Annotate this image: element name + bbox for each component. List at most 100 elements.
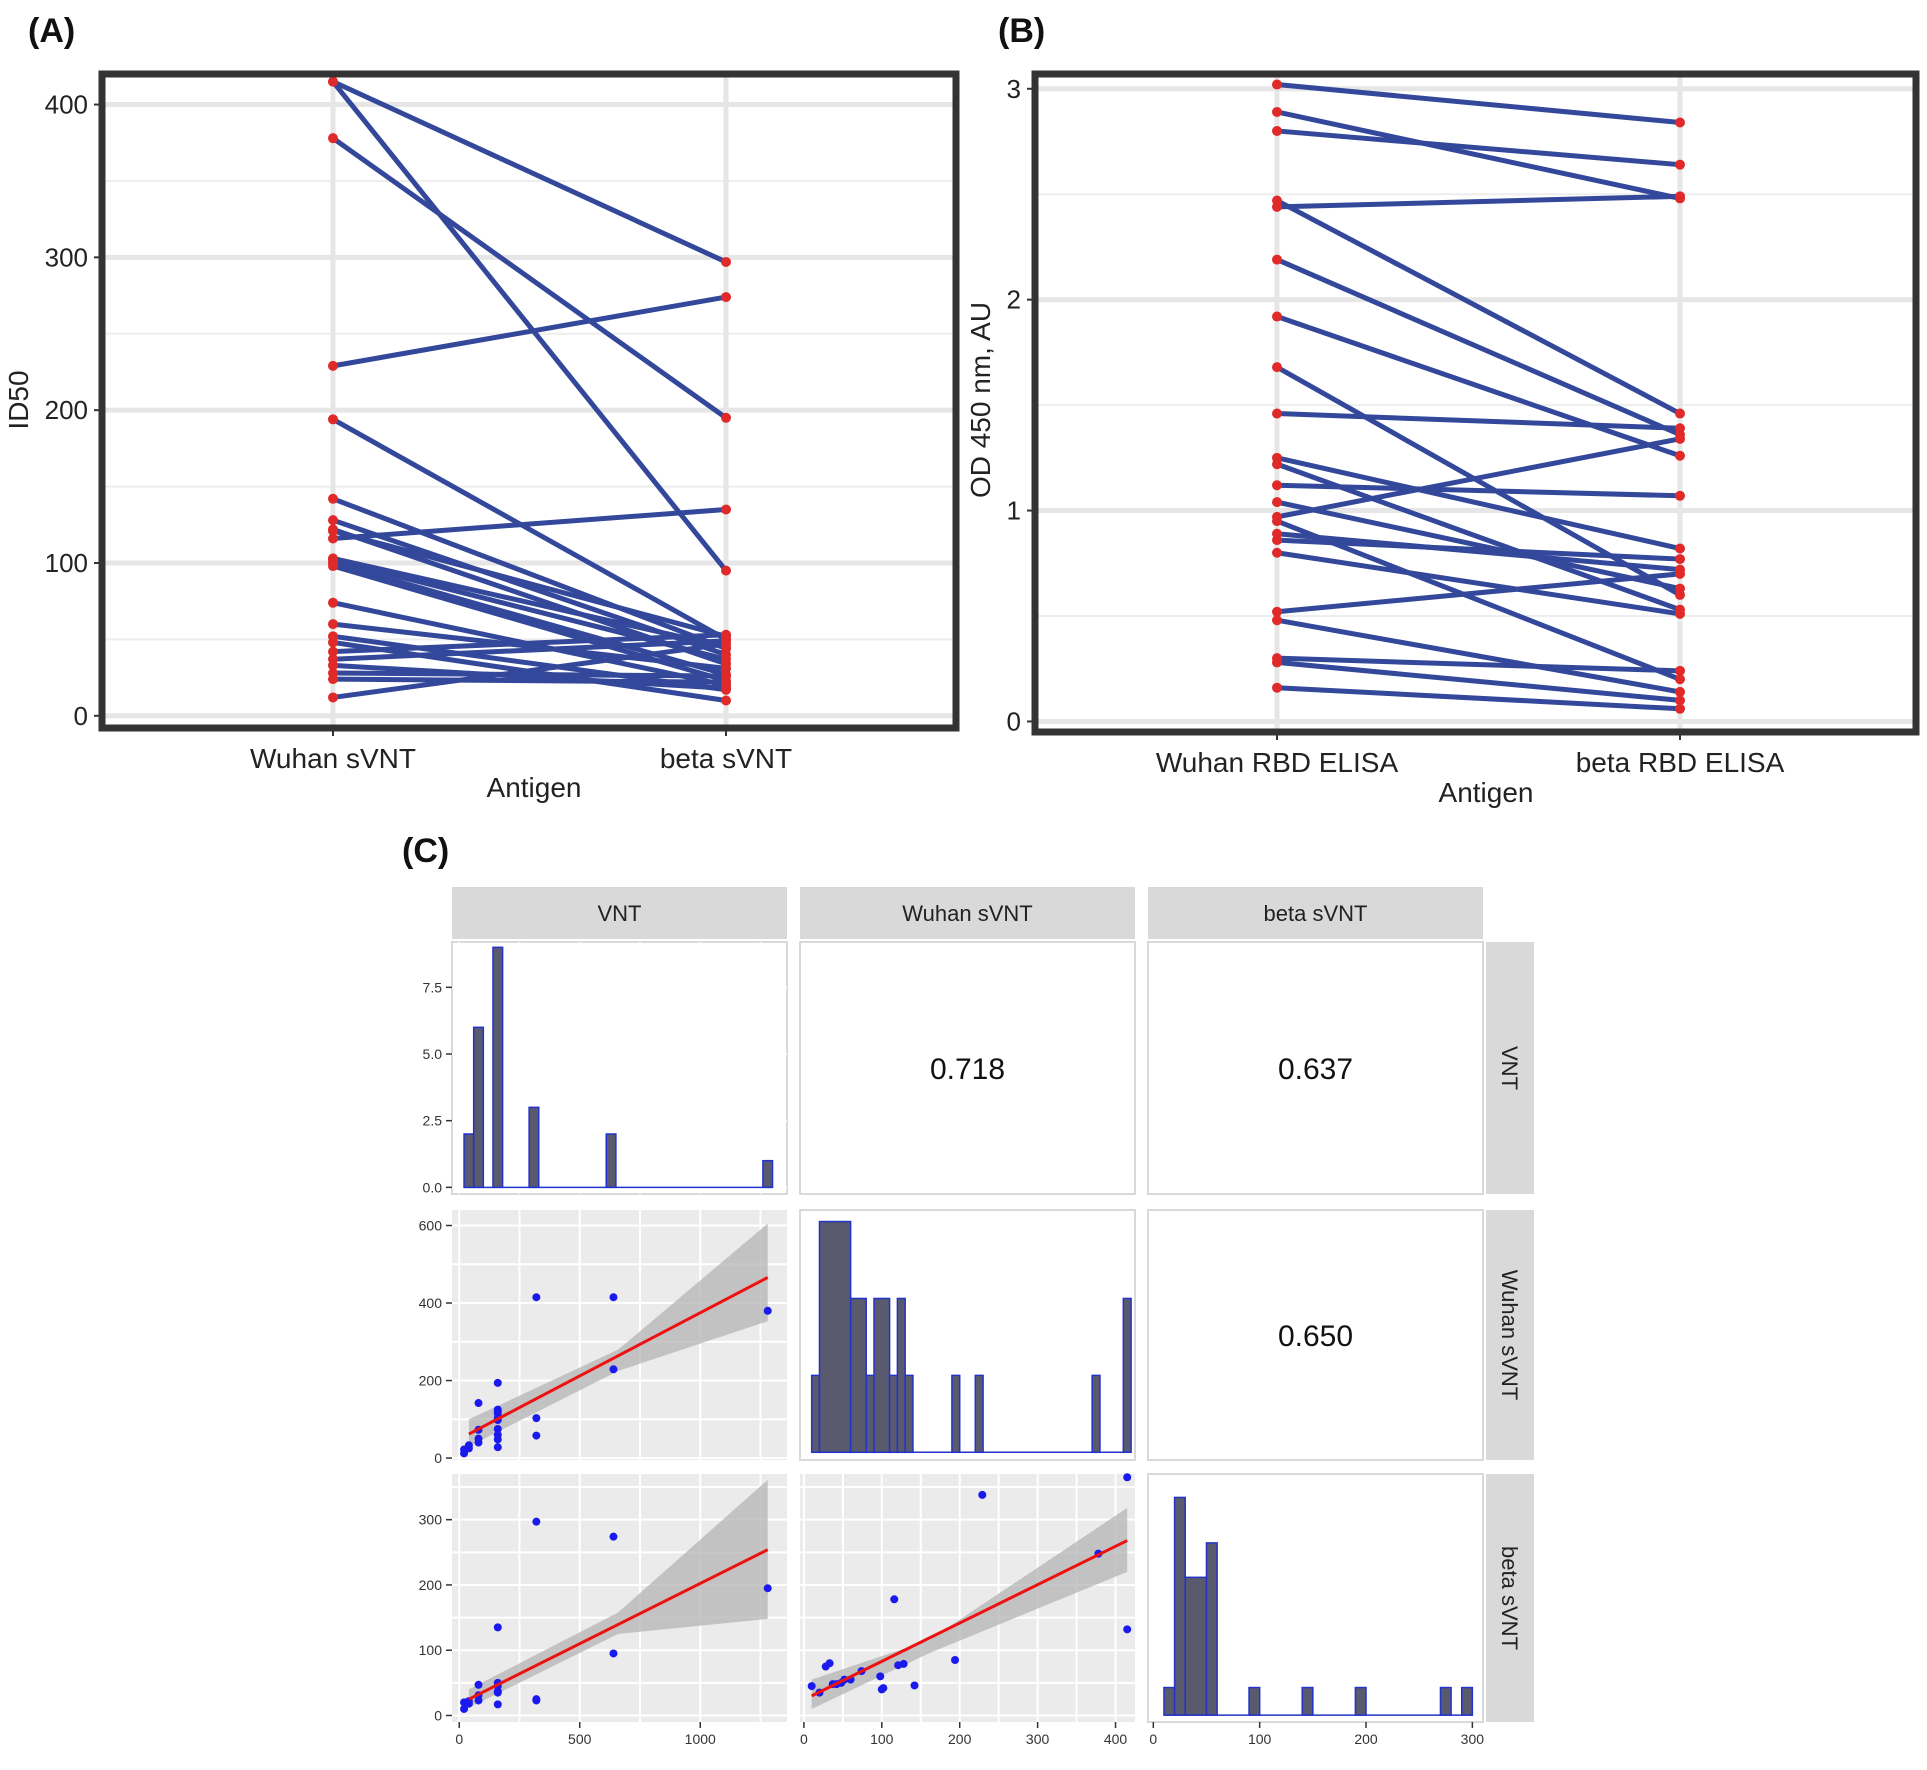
scatter-point <box>910 1681 919 1690</box>
data-point <box>721 638 731 649</box>
x-tick-label: beta sVNT <box>660 743 792 774</box>
scatter-point <box>763 1584 772 1593</box>
histogram-bar <box>951 1374 961 1454</box>
data-point <box>328 533 338 544</box>
y-tick-label: 0 <box>434 1450 442 1466</box>
data-point <box>328 561 338 572</box>
data-point <box>328 525 338 536</box>
histogram-bar <box>1354 1686 1367 1716</box>
pair-line <box>1276 655 1681 674</box>
data-point <box>1272 311 1282 322</box>
data-point <box>328 692 338 703</box>
y-tick-label: 5.0 <box>423 1046 443 1062</box>
x-tick-label: 500 <box>568 1731 592 1747</box>
pair-line <box>1276 193 1681 210</box>
pair-line <box>332 638 727 662</box>
data-point <box>328 493 338 504</box>
scatter-point <box>493 1405 502 1414</box>
pair-line <box>1276 537 1681 562</box>
scatter-point <box>474 1399 483 1408</box>
scatter-point <box>876 1672 885 1681</box>
data-point <box>1675 490 1685 501</box>
histogram-bar <box>818 1220 852 1454</box>
x-tick-label: 0 <box>800 1731 808 1747</box>
histogram-bar <box>1184 1576 1208 1716</box>
y-tick-label: 200 <box>419 1373 443 1389</box>
regression-line <box>468 1548 769 1701</box>
data-point <box>1272 106 1282 117</box>
x-axis-title: Antigen <box>487 772 582 803</box>
matrix-cell <box>1147 941 1484 1195</box>
scatter-point <box>474 1680 483 1689</box>
correlation-value: 0.650 <box>1278 1320 1353 1353</box>
x-tick-label: 100 <box>1248 1731 1272 1747</box>
pair-line <box>1276 571 1681 615</box>
data-point <box>1675 686 1685 697</box>
pair-line <box>1276 550 1681 617</box>
regression-line <box>468 1276 769 1436</box>
scatter-point <box>890 1595 899 1604</box>
data-point <box>721 663 731 674</box>
pair-line <box>331 79 728 265</box>
pairs-plot: VNT VNT Wuhan sVNT Wuhan sVNT beta sVNT beta … <box>419 887 1534 1747</box>
scatter-point <box>879 1684 888 1693</box>
y-tick-label: 0.0 <box>423 1179 443 1195</box>
y-tick-label: 7.5 <box>423 979 443 995</box>
pair-line <box>331 80 728 573</box>
data-point <box>721 677 731 688</box>
x-tick-label: beta RBD ELISA <box>1576 747 1785 778</box>
histogram-bar <box>1173 1496 1186 1716</box>
panel-label-a: (A) <box>28 12 75 50</box>
data-point <box>328 660 338 671</box>
pair-line <box>1276 455 1681 551</box>
pair-line <box>332 641 727 700</box>
data-point <box>1675 543 1685 554</box>
scatter-point <box>493 1700 502 1709</box>
data-point <box>721 565 731 576</box>
data-point <box>1272 682 1282 693</box>
y-tick-label: 300 <box>419 1512 443 1528</box>
strip-top-label: VNT <box>598 901 642 926</box>
scatter-point <box>825 1659 834 1668</box>
data-point <box>1272 615 1282 626</box>
pair-line <box>1275 198 1682 416</box>
data-point <box>1675 423 1685 434</box>
data-point <box>1675 117 1685 128</box>
scatter-point <box>609 1532 618 1541</box>
scatter-point <box>899 1659 908 1668</box>
histogram-bar <box>1091 1374 1101 1454</box>
data-point <box>1272 516 1282 527</box>
correlation-value: 0.637 <box>1278 1053 1353 1086</box>
strip-right-label: beta sVNT <box>1497 1546 1522 1650</box>
pair-line <box>1276 257 1681 437</box>
pair-line <box>1276 482 1681 499</box>
plot-border <box>98 70 960 732</box>
data-point <box>721 412 731 423</box>
pair-line <box>332 560 727 677</box>
scatter-point <box>532 1517 541 1526</box>
y-axis-title: OD 450 nm, AU <box>965 302 996 498</box>
y-tick-label: 0 <box>1007 706 1021 736</box>
data-point <box>328 414 338 425</box>
scatter-point <box>609 1293 618 1302</box>
histogram-bar <box>888 1374 899 1454</box>
scatter-point <box>1123 1473 1132 1482</box>
data-point <box>721 504 731 515</box>
pair-line <box>331 417 728 642</box>
data-point <box>328 76 338 87</box>
scatter-point <box>460 1704 469 1713</box>
matrix-cell <box>799 941 1136 1195</box>
plot-background <box>1035 74 1916 732</box>
x-tick-label: 0 <box>1149 1731 1157 1747</box>
pair-line <box>1276 411 1681 431</box>
data-point <box>1272 657 1282 668</box>
data-point <box>1272 480 1282 491</box>
x-tick-label: 100 <box>870 1731 894 1747</box>
data-point <box>1272 408 1282 419</box>
data-point <box>1675 191 1685 202</box>
scatter-point <box>1123 1625 1132 1634</box>
y-tick-label: 100 <box>45 548 88 578</box>
data-point <box>1272 201 1282 212</box>
y-tick-label: 0 <box>74 701 88 731</box>
